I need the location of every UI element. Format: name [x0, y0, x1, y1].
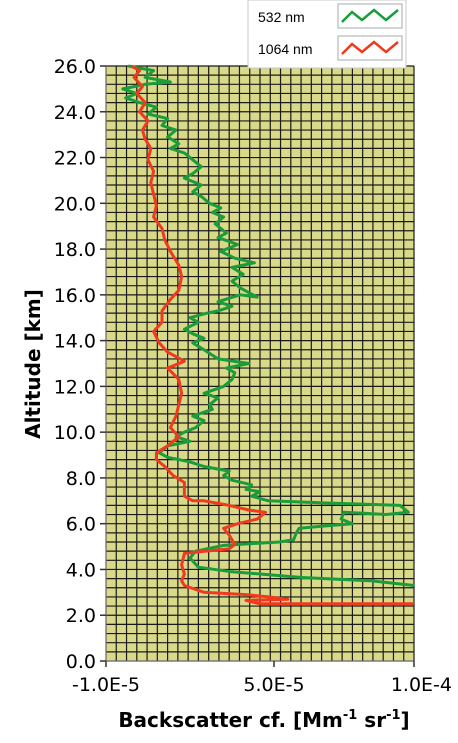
y-tick-label: 12.0 — [54, 376, 96, 398]
y-tick-label: 26.0 — [54, 56, 96, 78]
legend-label-1064: 1064 nm — [258, 41, 312, 57]
x-tick-label: -1.0E-5 — [72, 674, 140, 696]
y-tick-label: 6.0 — [66, 514, 96, 536]
y-axis-title: Altitude [km] — [21, 289, 45, 439]
series-layer — [121, 64, 415, 606]
y-tick-label: 22.0 — [54, 148, 96, 170]
y-tick-label: 10.0 — [54, 422, 96, 444]
x-tick-label: 5.0E-5 — [243, 674, 304, 696]
y-tick-label: 0.0 — [66, 651, 96, 673]
y-tick-label: 4.0 — [66, 559, 96, 581]
legend-label-532: 532 nm — [258, 9, 305, 25]
axes — [105, 66, 414, 662]
x-tick-label: 1.0E-4 — [391, 674, 452, 696]
legend: 532 nm 1064 nm — [247, 0, 407, 69]
y-tick-label: 16.0 — [54, 285, 96, 307]
y-tick-label: 18.0 — [54, 239, 96, 261]
y-tick-label: 8.0 — [66, 468, 96, 490]
x-axis-title: Backscatter cf. [Mm-1 sr-1] — [118, 708, 409, 732]
y-tick-label: 24.0 — [54, 102, 96, 124]
ticks: 0.0 2.0 4.0 6.0 8.0 10.0 12.0 14.0 16.0 18.0 20.0 2… — [54, 56, 452, 696]
series-line-1 — [130, 64, 414, 606]
legend-swatch-1064 — [341, 40, 399, 55]
grid — [105, 65, 415, 662]
y-tick-label: 20.0 — [54, 193, 96, 215]
y-tick-label: 14.0 — [54, 331, 96, 353]
series-line-0 — [121, 64, 415, 587]
legend-swatch-532 — [341, 8, 399, 23]
y-tick-label: 2.0 — [66, 605, 96, 627]
